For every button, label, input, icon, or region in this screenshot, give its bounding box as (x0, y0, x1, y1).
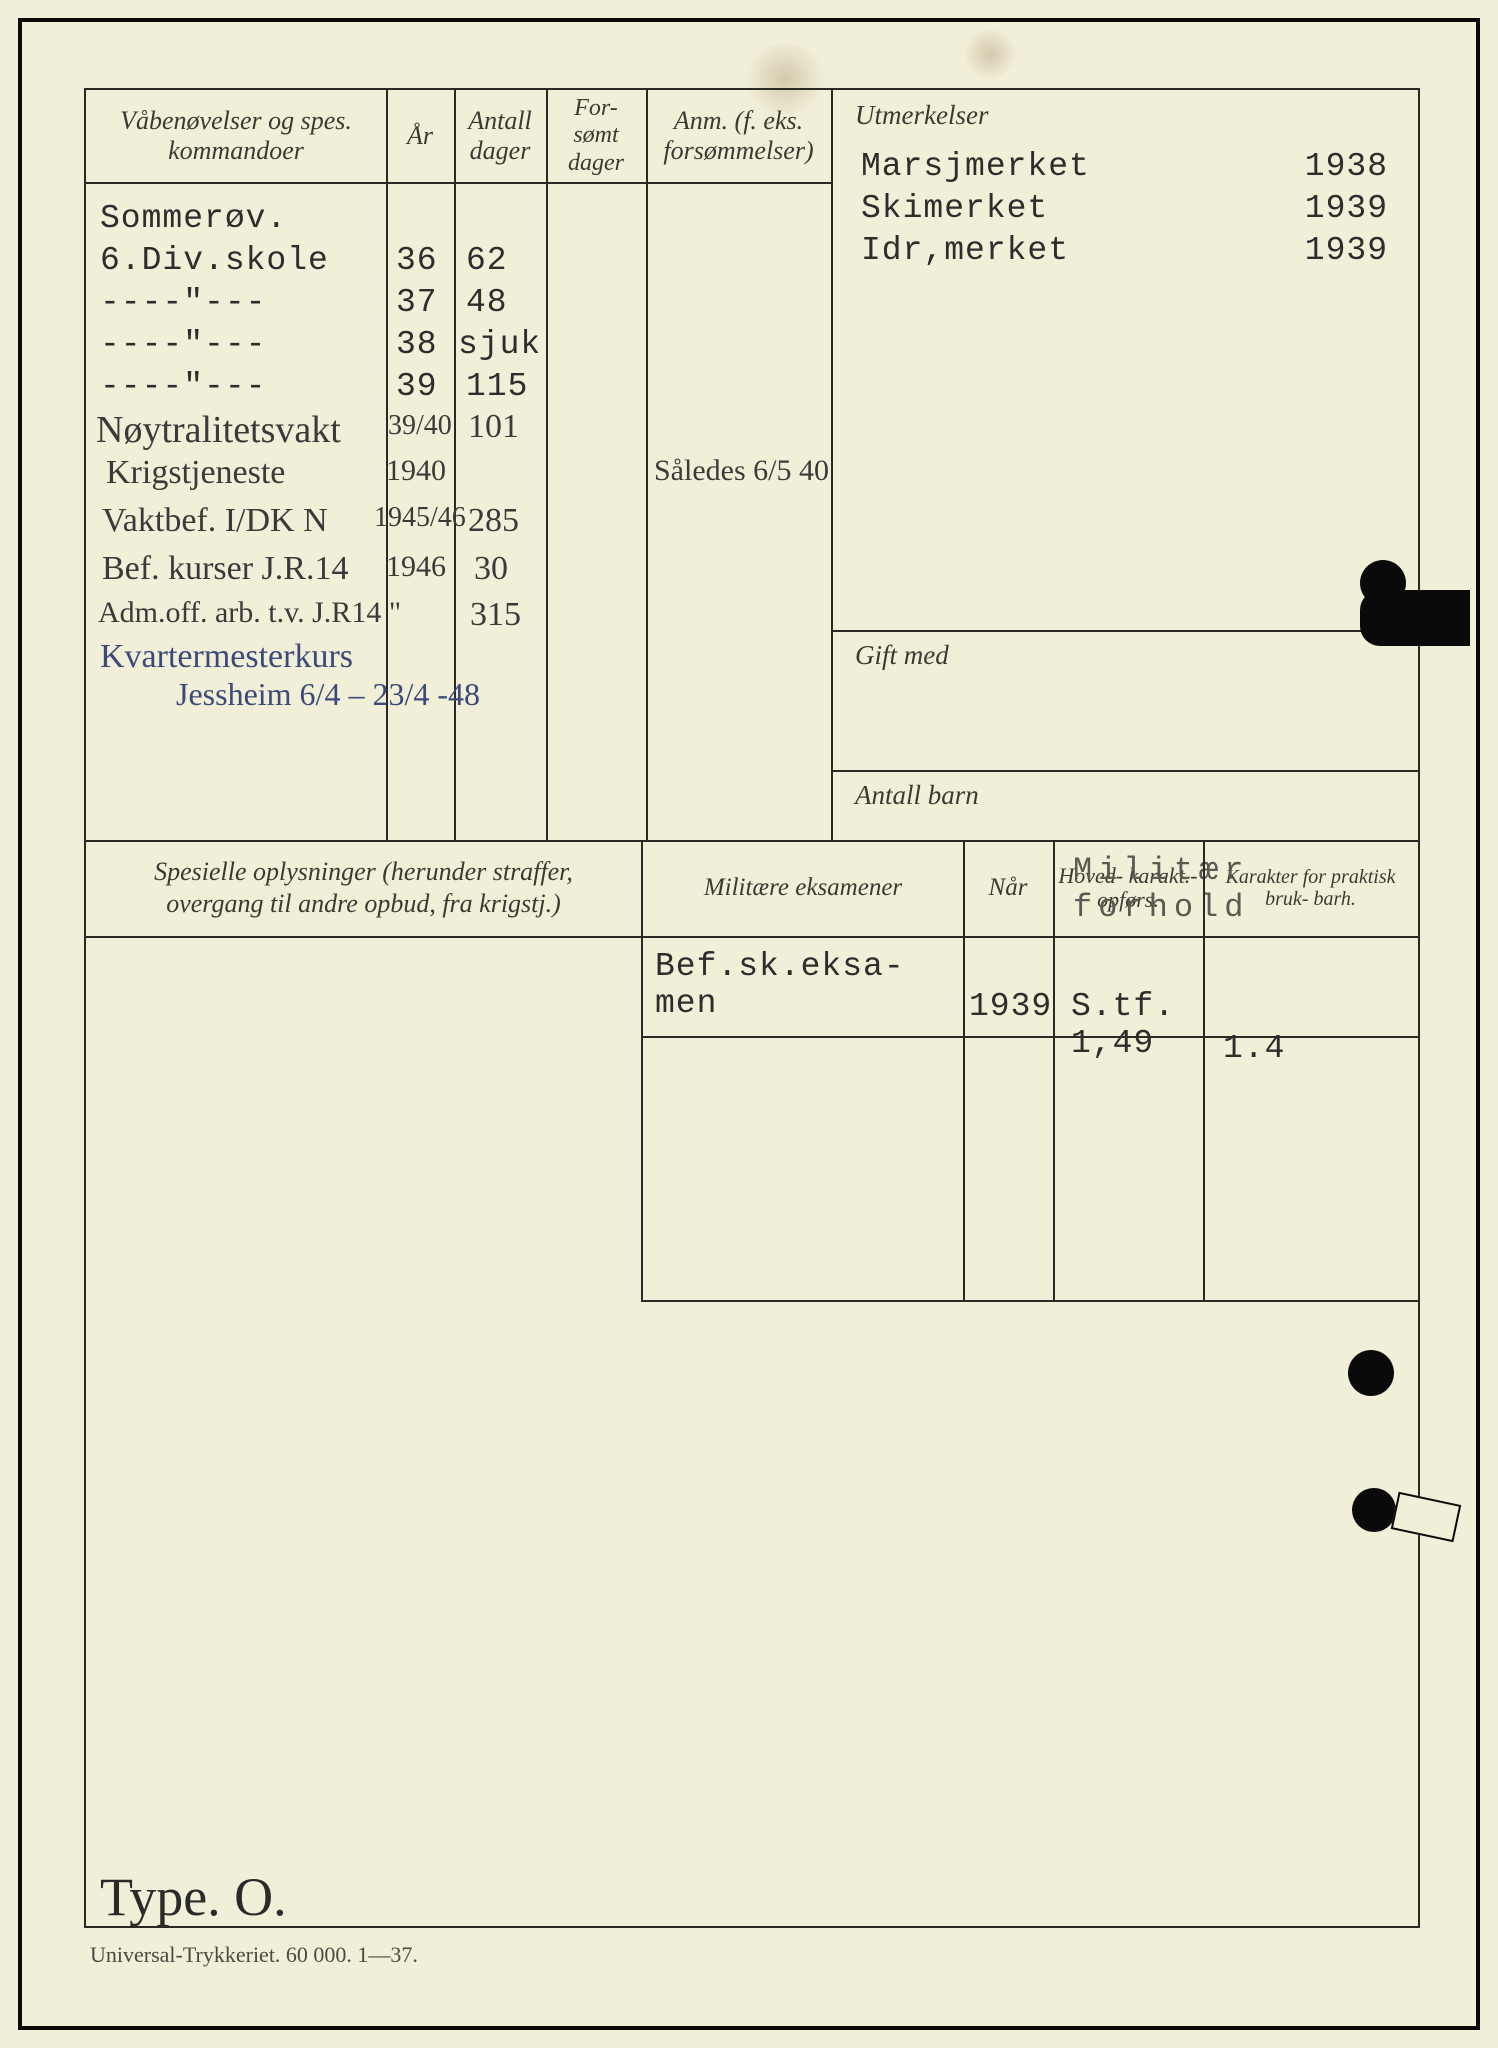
typed-cell: 37 (396, 284, 438, 321)
award-name: Idr,merket (861, 232, 1069, 269)
exercises-header-row: Våbenøvelser og spes. kommandoer År Anta… (86, 90, 831, 184)
hand-cell: Således 6/5 40 (654, 454, 829, 488)
hand-cell: 315 (470, 596, 521, 634)
hand-cell: 39/40 (388, 410, 452, 442)
stain (960, 30, 1020, 78)
hand-cell: 1946 (386, 550, 446, 584)
typed-cell: 38 (396, 326, 438, 363)
typed-cell: 115 (466, 368, 528, 405)
col-naar: Når (963, 840, 1053, 936)
hand-cell: 1940 (386, 454, 446, 488)
exercises-panel: Våbenøvelser og spes. kommandoer År Anta… (86, 90, 833, 840)
gift-section: Gift med (833, 630, 1418, 772)
typed-cell: sjuk (458, 326, 541, 363)
typed-cell: 6.Div.skole (100, 242, 329, 279)
col-eksamener: Militære eksamener (643, 840, 963, 936)
rule (1203, 840, 1205, 1300)
hand-cell: 30 (474, 550, 508, 588)
mid-section: Spesielle oplysninger (herunder straffer… (86, 840, 1418, 1300)
col-kommandoer: Våbenøvelser og spes. kommandoer (86, 90, 386, 182)
col-dager: Antall dager (454, 90, 546, 182)
torn-edge (1360, 590, 1470, 646)
rule (1053, 840, 1055, 1300)
typed-cell: Sommerøv. (100, 200, 287, 237)
eksamen-cell: Bef.sk.eksa- men (655, 948, 905, 1022)
utmerkelser-section: Utmerkelser Marsjmerket 1938 Skimerket 1… (833, 90, 1418, 632)
oplysninger-panel: Spesielle oplysninger (herunder straffer… (86, 840, 641, 1300)
typed-cell: 39 (396, 368, 438, 405)
rule (643, 1036, 1418, 1038)
oplysninger-header: Spesielle oplysninger (herunder straffer… (86, 840, 641, 938)
hand-cell: Bef. kurser J.R.14 (102, 550, 348, 588)
award-year: 1938 (1305, 148, 1388, 185)
eksamen-year: 1939 (969, 988, 1052, 1025)
hand-cell: Krigstjeneste (106, 454, 285, 492)
typed-cell: 48 (466, 284, 508, 321)
barn-section: Antall barn (833, 770, 1418, 840)
col-forsomt: For- sømt dager (546, 90, 646, 182)
typed-cell: 62 (466, 242, 508, 279)
eksamen-hoved: S.tf. 1,49 (1071, 988, 1175, 1062)
typed-cell: ----"--- (100, 326, 266, 363)
typed-cell: ----"--- (100, 284, 266, 321)
barn-label: Antall barn (833, 770, 1418, 811)
eksamener-header-row: Militære eksamener Når Hoved- karakt.-op… (643, 840, 1418, 938)
utmerkelser-label: Utmerkelser (833, 90, 1418, 131)
award-name: Marsjmerket (861, 148, 1090, 185)
signature: Type. O. (100, 1866, 287, 1928)
punch-hole (1352, 1488, 1396, 1532)
hand-cell: 101 (468, 408, 519, 446)
hand-cell: Vaktbef. I/DK N (102, 502, 328, 540)
award-year: 1939 (1305, 190, 1388, 227)
scanned-page: Våbenøvelser og spes. kommandoer År Anta… (0, 0, 1498, 2048)
right-panel: Utmerkelser Marsjmerket 1938 Skimerket 1… (833, 90, 1418, 840)
form-card: Våbenøvelser og spes. kommandoer År Anta… (84, 88, 1420, 1928)
hand-cell: 285 (468, 502, 519, 540)
exercises-body: Sommerøv. 6.Div.skole 36 62 ----"--- 37 … (86, 182, 831, 840)
award-name: Skimerket (861, 190, 1048, 227)
gift-label: Gift med (833, 630, 1418, 671)
hand-cell: Adm.off. arb. t.v. J.R14 " (98, 596, 401, 630)
punch-hole (1348, 1350, 1394, 1396)
stamp-text: Militær forhold (1073, 852, 1249, 926)
printer-footer: Universal-Trykkeriet. 60 000. 1—37. (90, 1942, 418, 1968)
hand-cell: 1945/46 (374, 502, 466, 534)
award-year: 1939 (1305, 232, 1388, 269)
eksamen-prakt: 1.4 (1223, 1030, 1285, 1067)
col-aar: År (386, 90, 454, 182)
hand-cell: Nøytralitetsvakt (96, 408, 341, 452)
typed-cell: ----"--- (100, 368, 266, 405)
hand-cell: Kvartermesterkurs (100, 638, 353, 676)
col-anm: Anm. (f. eks. forsømmelser) (646, 90, 831, 182)
hand-cell: Jessheim 6/4 – 23/4 -48 (176, 676, 480, 713)
top-section: Våbenøvelser og spes. kommandoer År Anta… (86, 90, 1418, 842)
typed-cell: 36 (396, 242, 438, 279)
rule (963, 840, 965, 1300)
eksamener-panel: Militære eksamener Når Hoved- karakt.-op… (641, 840, 1418, 1302)
